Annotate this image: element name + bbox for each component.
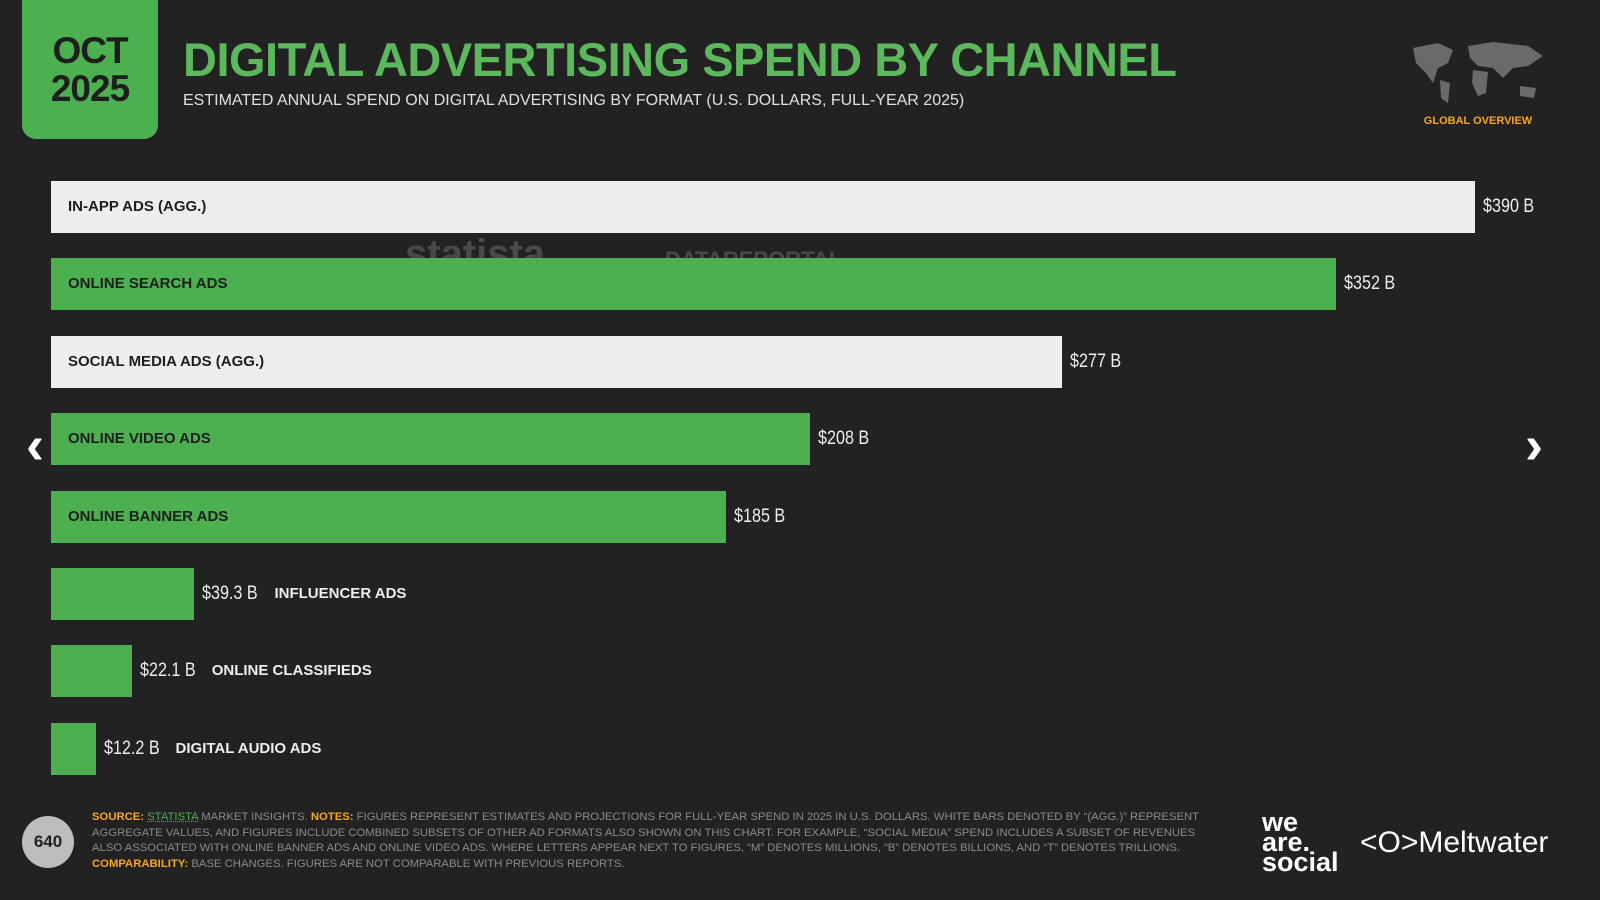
bar-value-label: $12.2 B <box>103 737 160 759</box>
section-label: GLOBAL OVERVIEW <box>1423 115 1533 127</box>
page-number: 640 <box>22 816 74 868</box>
bar-category-label: INFLUENCER ADS <box>274 585 407 602</box>
bar <box>51 722 96 775</box>
bar-category-label: ONLINE CLASSIFIEDS <box>211 662 372 680</box>
bar <box>51 645 132 698</box>
bar-category-label: IN-APP ADS (AGG.) <box>68 198 207 215</box>
bar <box>51 181 1475 233</box>
bar-value-label: $277 B <box>1070 350 1122 372</box>
next-slide-button[interactable]: › <box>1525 415 1543 475</box>
bar <box>51 413 811 466</box>
chart-title: DIGITAL ADVERTISING SPEND BY CHANNEL <box>183 33 1177 86</box>
bar <box>51 335 1063 388</box>
bar <box>51 258 1337 311</box>
we-are-social-logo: we are. social <box>1262 807 1339 877</box>
bar-value-label: $185 B <box>734 505 786 527</box>
bar-value-label: $352 B <box>1344 273 1396 295</box>
world-map-icon <box>1413 42 1543 103</box>
bar-value-label: $22.1 B <box>139 660 196 682</box>
bar-category-label: SOCIAL MEDIA ADS (AGG.) <box>68 352 265 370</box>
comparability-text: BASE CHANGES. FIGURES ARE NOT COMPARABLE… <box>188 858 625 871</box>
date-year: 2025 <box>50 67 130 109</box>
notes-label: NOTES: <box>310 811 354 823</box>
source-text: MARKET INSIGHTS. <box>198 811 311 823</box>
bar-category-label: ONLINE BANNER ADS <box>68 507 229 525</box>
notes-text: FIGURES REPRESENT ESTIMATES AND PROJECTI… <box>92 811 1199 855</box>
date-month: OCT <box>52 29 128 71</box>
bar <box>51 490 727 543</box>
bar-value-label: $39.3 B <box>202 583 259 604</box>
meltwater-logo: <O>Meltwater <box>1360 826 1548 860</box>
meltwater-logo-text: Meltwater <box>1418 826 1549 859</box>
date-badge: OCT 2025 <box>22 0 158 139</box>
comparability-label: COMPARABILITY: <box>92 858 189 871</box>
source-label: SOURCE: <box>92 811 145 823</box>
bar-value-label: $390 B <box>1483 196 1535 217</box>
prev-slide-button[interactable]: ‹ <box>26 415 44 475</box>
footer-notes: SOURCE: STATISTA MARKET INSIGHTS. NOTES:… <box>92 810 1227 873</box>
bar-value-label: $208 B <box>818 428 870 450</box>
bar <box>51 568 195 620</box>
chart-subtitle: ESTIMATED ANNUAL SPEND ON DIGITAL ADVERT… <box>183 92 965 109</box>
source-link[interactable]: STATISTA <box>147 811 199 823</box>
bar-category-label: ONLINE SEARCH ADS <box>68 275 228 293</box>
meltwater-logo-icon: <O> <box>1360 826 1419 859</box>
bar-category-label: ONLINE VIDEO ADS <box>68 430 211 448</box>
bar-category-label: DIGITAL AUDIO ADS <box>175 739 322 757</box>
